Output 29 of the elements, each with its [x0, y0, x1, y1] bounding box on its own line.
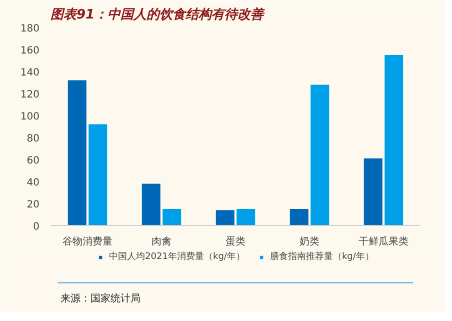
- bar: [384, 55, 404, 226]
- y-tick-label: 0: [33, 222, 40, 232]
- bar: [162, 209, 182, 226]
- legend-label: 中国人均2021年消费量（kg/年）: [109, 250, 245, 263]
- x-tick-label: 肉禽: [152, 236, 172, 248]
- bar: [236, 209, 256, 226]
- bar: [68, 80, 86, 226]
- bar: [364, 158, 382, 226]
- chart-title: 图表91：中国人的饮食结构有待改善: [50, 6, 266, 22]
- source-note: 来源：国家统计局: [60, 292, 140, 304]
- y-tick-label: 100: [20, 112, 40, 122]
- x-tick-label: 干鲜瓜果类: [358, 236, 408, 248]
- x-tick-label: 谷物消费量: [62, 236, 112, 248]
- y-tick-label: 180: [20, 24, 40, 34]
- bar: [88, 124, 108, 226]
- bar: [142, 184, 160, 226]
- y-tick-label: 80: [26, 134, 40, 144]
- y-tick-label: 160: [20, 46, 40, 56]
- y-tick-label: 120: [20, 90, 40, 100]
- y-tick-label: 60: [26, 156, 40, 166]
- bar: [310, 84, 330, 226]
- x-tick-label: 奶类: [300, 236, 320, 248]
- y-tick-label: 140: [20, 68, 40, 78]
- y-tick-label: 40: [26, 178, 40, 188]
- x-tick-label: 蛋类: [226, 236, 246, 248]
- bar: [216, 210, 234, 226]
- legend-label: 膳食指南推荐量（kg/年）: [270, 250, 374, 263]
- y-tick-label: 20: [26, 200, 40, 210]
- bar: [290, 209, 308, 226]
